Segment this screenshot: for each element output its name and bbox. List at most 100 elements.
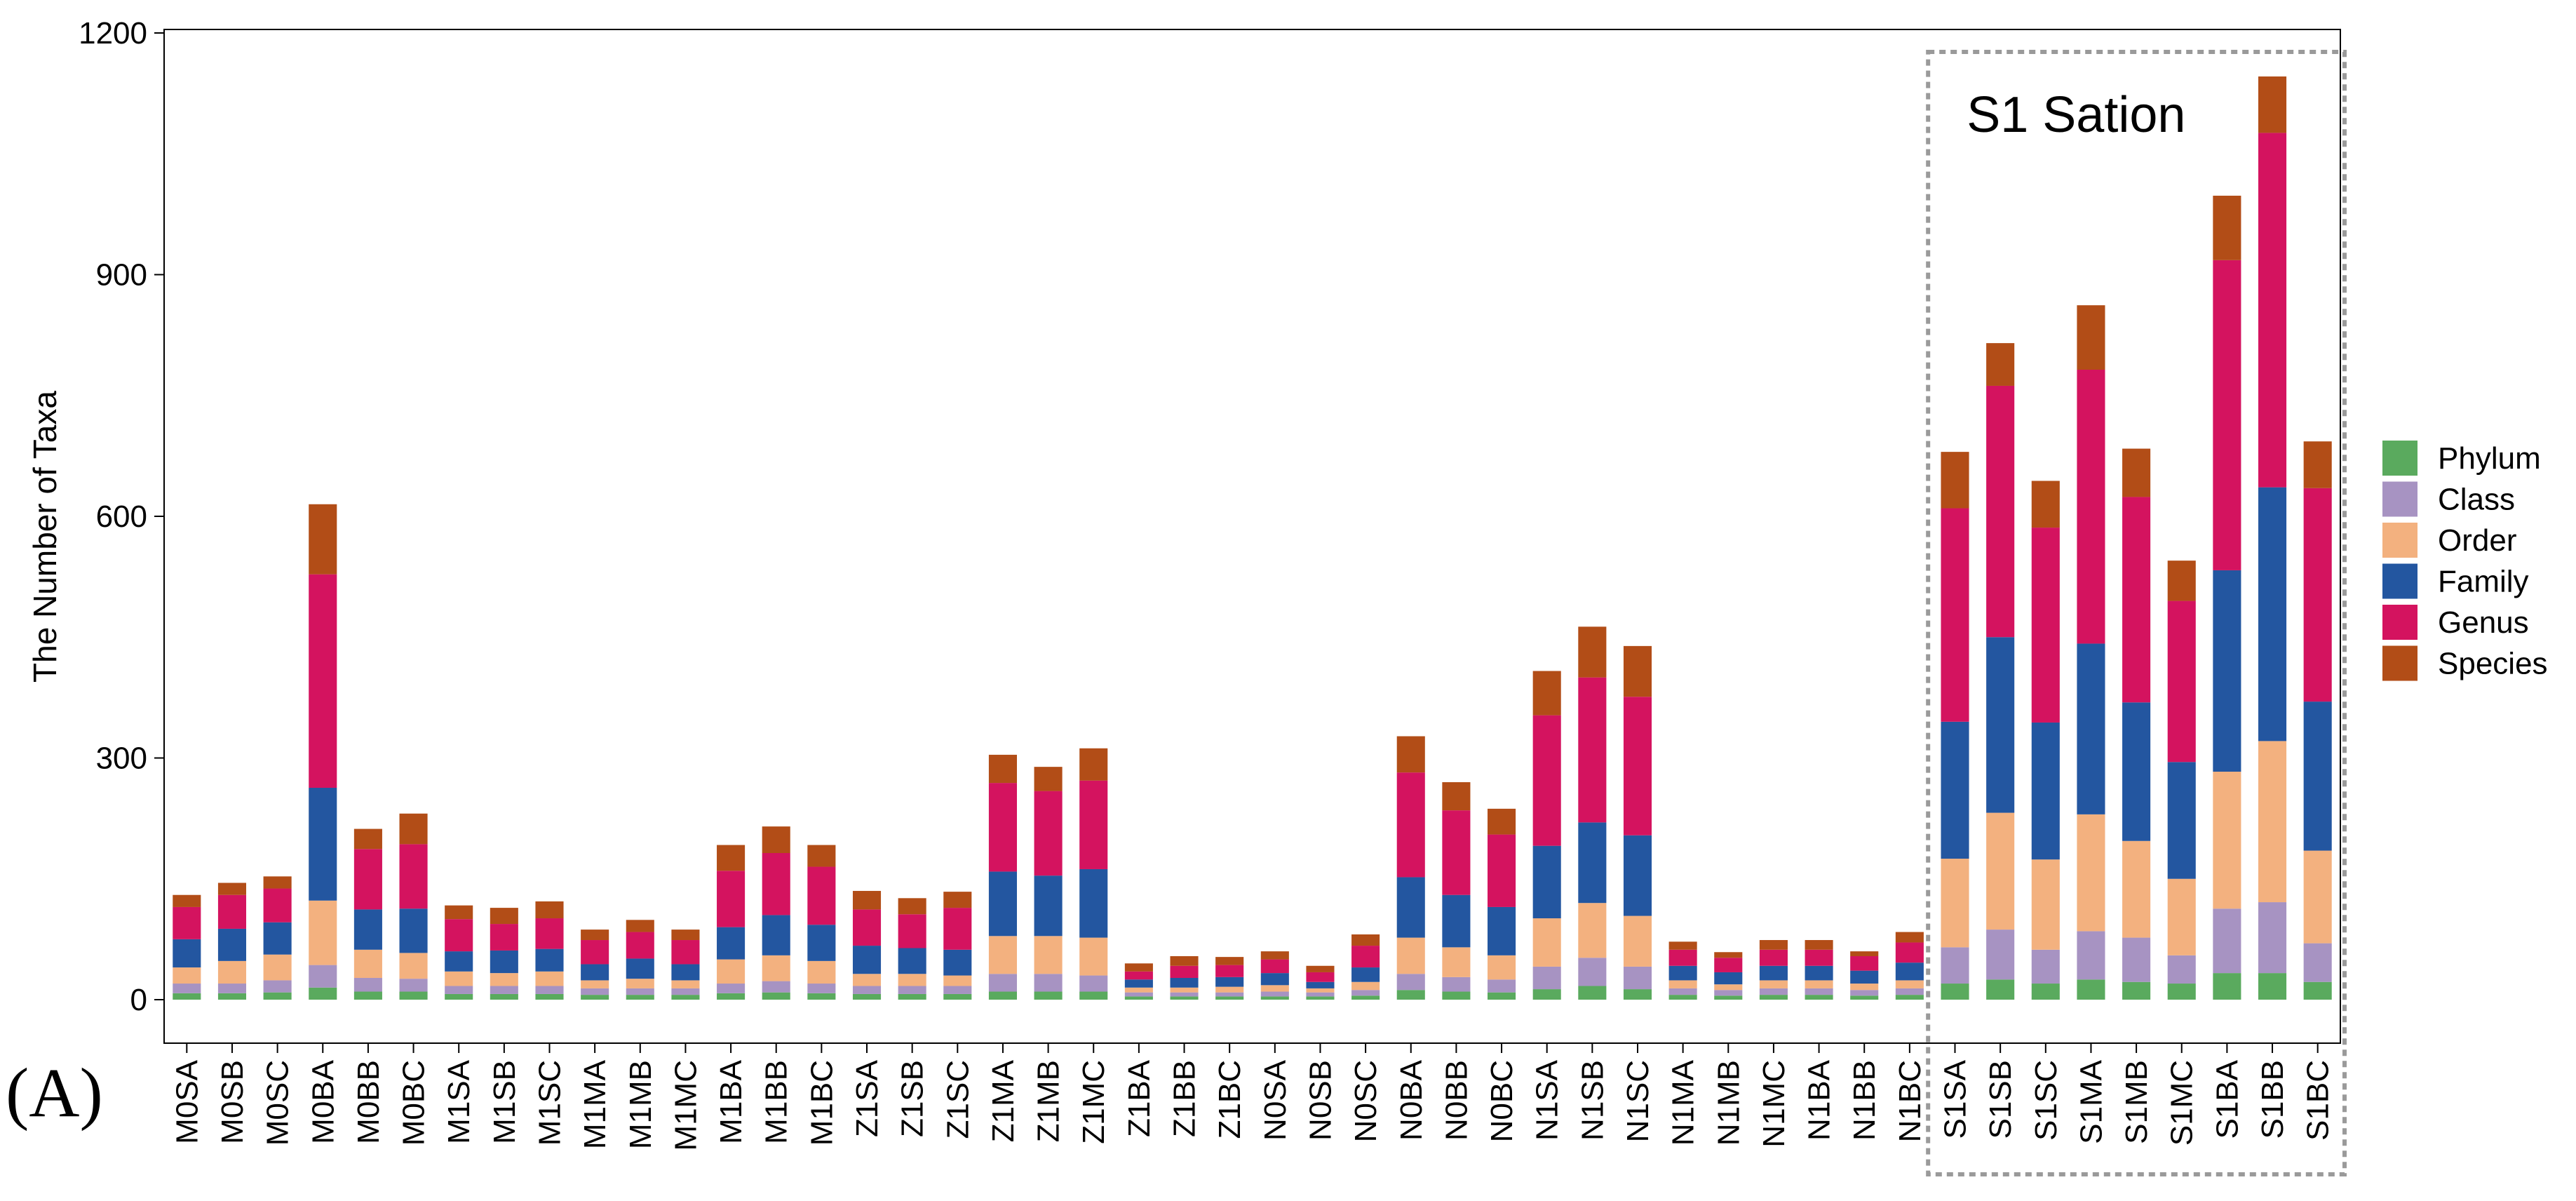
- bar-Z1BA-order: [1124, 987, 1153, 993]
- bar-M0SA-species: [173, 894, 201, 907]
- bar-Z1SA-family: [852, 946, 882, 974]
- bar-Z1BC-class: [1215, 992, 1244, 997]
- bar-N1MA-order: [1668, 980, 1697, 988]
- bar-Z1SC-genus: [943, 908, 972, 950]
- bar-stacks: [173, 76, 2332, 1000]
- bar-N0SA-species: [1260, 951, 1289, 960]
- bar-S1BB-species: [2258, 76, 2287, 133]
- bar-N1SA-order: [1532, 918, 1561, 967]
- bar-N1SB-species: [1578, 626, 1607, 678]
- bar-M0SC-class: [263, 980, 292, 993]
- bar-M0BC-genus: [399, 844, 428, 909]
- bar-Z1MB-class: [1034, 974, 1063, 992]
- bar-N0SB-genus: [1306, 972, 1335, 982]
- bar-Z1SC-order: [943, 975, 972, 986]
- bar-N0SA-class: [1260, 991, 1289, 997]
- bar-N1MB-phylum: [1714, 995, 1743, 1000]
- bar-M1BA-class: [717, 984, 746, 993]
- x-tick-label-N1MC: N1MC: [1757, 1060, 1791, 1148]
- bar-Z1MB-phylum: [1034, 991, 1063, 1000]
- bar-M0SA-phylum: [173, 993, 201, 1000]
- bar-Z1SA-genus: [852, 909, 882, 946]
- bar-S1MB-class: [2122, 937, 2151, 982]
- bar-S1BC-class: [2303, 943, 2332, 982]
- bar-M0BC-phylum: [399, 991, 428, 1000]
- bar-Z1BA-class: [1124, 992, 1153, 997]
- bar-M1BA-genus: [717, 871, 746, 927]
- x-tick-label-N0SC: N0SC: [1349, 1060, 1383, 1142]
- bar-M1BB-species: [762, 826, 790, 854]
- bar-N1MA-phylum: [1668, 995, 1697, 1000]
- bar-M1MC-species: [671, 930, 700, 941]
- bar-M1BB-class: [762, 981, 790, 993]
- bar-Z1BB-phylum: [1170, 996, 1199, 1000]
- bar-N1MA-family: [1668, 965, 1697, 981]
- bar-M1SC-species: [535, 901, 564, 919]
- bar-Z1MC-class: [1079, 975, 1108, 992]
- x-tick-label-S1MA: S1MA: [2074, 1059, 2108, 1143]
- bar-N1BA-genus: [1805, 949, 1833, 966]
- bar-N0BA-class: [1396, 974, 1425, 991]
- bar-S1SC-phylum: [2031, 984, 2060, 1000]
- bar-S1BA-class: [2213, 908, 2241, 974]
- x-tick-label-N0BC: N0BC: [1485, 1060, 1519, 1142]
- bar-S1MB-genus: [2122, 497, 2151, 703]
- bar-M1MA-order: [581, 980, 609, 988]
- legend-label-order: Order: [2438, 523, 2516, 558]
- x-tick-label-S1SA: S1SA: [1938, 1059, 1973, 1139]
- bar-M1BC-class: [807, 984, 836, 993]
- bar-S1BC-phylum: [2303, 981, 2332, 1000]
- bar-M0BB-order: [353, 949, 382, 978]
- x-tick-label-N0BA: N0BA: [1394, 1059, 1429, 1141]
- bar-N0BB-family: [1442, 894, 1471, 948]
- bar-S1MB-family: [2122, 702, 2151, 841]
- bar-M0SA-order: [173, 967, 201, 984]
- bar-M1BB-order: [762, 955, 790, 981]
- bar-N1SC-phylum: [1623, 989, 1652, 1000]
- bar-S1BB-order: [2258, 741, 2287, 903]
- x-tick-label-N1SB: N1SB: [1575, 1060, 1610, 1141]
- bar-N0BA-phylum: [1396, 990, 1425, 1000]
- bar-N1BC-species: [1895, 932, 1924, 943]
- bar-S1BC-species: [2303, 441, 2332, 488]
- bar-S1MC-order: [2167, 878, 2196, 955]
- bar-M1SC-order: [535, 971, 564, 986]
- bar-Z1SC-family: [943, 949, 972, 976]
- bar-N1MA-species: [1668, 941, 1697, 950]
- legend-swatch-species: [2382, 645, 2417, 681]
- bar-N1BB-class: [1850, 990, 1879, 996]
- bar-M1SA-phylum: [445, 993, 473, 1000]
- bar-S1BA-species: [2213, 195, 2241, 260]
- bar-S1MC-class: [2167, 955, 2196, 984]
- bar-S1BA-family: [2213, 570, 2241, 772]
- bar-N1BC-phylum: [1895, 995, 1924, 1000]
- y-tick-label-3: 900: [96, 258, 147, 293]
- x-tick-label-S1MC: S1MC: [2165, 1060, 2199, 1146]
- bar-N1SC-species: [1623, 645, 1652, 697]
- bar-Z1SA-species: [852, 890, 882, 910]
- bar-M0SB-genus: [217, 894, 247, 929]
- x-tick-label-M0BB: M0BB: [351, 1060, 386, 1144]
- bar-M1MC-genus: [671, 940, 700, 965]
- x-tick-label-M1SB: M1SB: [487, 1060, 522, 1144]
- bar-M1SC-family: [535, 948, 564, 972]
- x-tick-label-N1BA: N1BA: [1802, 1059, 1837, 1141]
- bar-M0SB-class: [217, 984, 247, 993]
- bar-N0BB-phylum: [1442, 991, 1471, 1000]
- bar-N1BB-species: [1850, 951, 1879, 956]
- legend-label-genus: Genus: [2438, 605, 2529, 640]
- bar-M1SC-phylum: [535, 993, 564, 1000]
- bar-M1MA-genus: [581, 940, 609, 965]
- bar-N1SA-family: [1532, 845, 1561, 919]
- bar-N0BA-family: [1396, 877, 1425, 938]
- bar-Z1BC-family: [1215, 977, 1244, 987]
- bar-N1MC-family: [1759, 965, 1788, 981]
- bar-M1SC-class: [535, 986, 564, 994]
- bar-N0BB-order: [1442, 947, 1471, 977]
- bar-N1SC-class: [1623, 966, 1652, 990]
- bar-M1BC-phylum: [807, 993, 836, 1000]
- bar-S1MA-order: [2077, 814, 2105, 932]
- bar-Z1BB-class: [1170, 992, 1199, 997]
- x-tick-label-M1MC: M1MC: [668, 1060, 703, 1151]
- bar-M1BA-order: [717, 959, 746, 984]
